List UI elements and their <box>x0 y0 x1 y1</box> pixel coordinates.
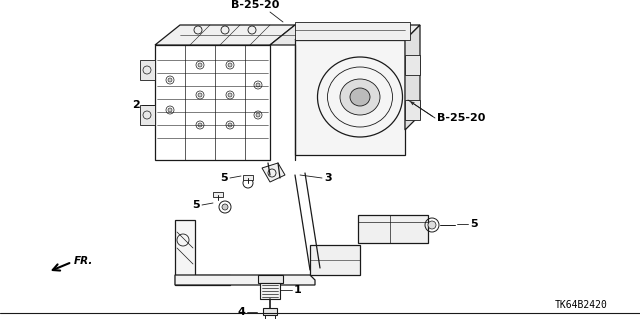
Text: B-25-20: B-25-20 <box>437 113 485 123</box>
Text: 3: 3 <box>324 173 332 183</box>
Bar <box>140 105 155 125</box>
Bar <box>243 175 253 180</box>
Bar <box>295 22 410 40</box>
Text: 5: 5 <box>220 173 228 183</box>
Bar <box>265 315 275 319</box>
Polygon shape <box>295 25 420 40</box>
Bar <box>213 192 223 197</box>
Text: B-25-20: B-25-20 <box>231 0 279 10</box>
Polygon shape <box>262 163 285 182</box>
Text: 5: 5 <box>193 200 200 210</box>
Circle shape <box>222 204 228 210</box>
Bar <box>405 55 420 75</box>
Bar <box>350 25 375 35</box>
Bar <box>358 215 428 243</box>
Circle shape <box>228 93 232 97</box>
Circle shape <box>428 221 436 229</box>
Ellipse shape <box>350 88 370 106</box>
Polygon shape <box>175 220 230 285</box>
Text: FR.: FR. <box>74 256 93 266</box>
Circle shape <box>256 113 260 117</box>
Circle shape <box>228 63 232 67</box>
Circle shape <box>228 123 232 127</box>
Ellipse shape <box>340 79 380 115</box>
Text: 5: 5 <box>470 219 477 229</box>
Bar <box>258 275 283 283</box>
Bar <box>140 60 155 80</box>
Bar <box>155 45 270 160</box>
Text: TK64B2420: TK64B2420 <box>555 300 608 310</box>
Text: 4: 4 <box>237 307 245 317</box>
Bar <box>405 100 420 120</box>
Circle shape <box>198 63 202 67</box>
Polygon shape <box>270 25 320 45</box>
Bar <box>260 283 280 299</box>
Text: 1: 1 <box>294 285 301 295</box>
Polygon shape <box>175 275 315 285</box>
Circle shape <box>256 83 260 87</box>
Circle shape <box>198 123 202 127</box>
Polygon shape <box>405 25 420 130</box>
Bar <box>310 245 360 275</box>
Circle shape <box>168 78 172 82</box>
Polygon shape <box>155 25 295 45</box>
Bar <box>263 308 277 315</box>
Circle shape <box>198 93 202 97</box>
Bar <box>295 40 405 155</box>
Text: 2: 2 <box>132 100 140 110</box>
Circle shape <box>168 108 172 112</box>
Bar <box>305 25 340 37</box>
